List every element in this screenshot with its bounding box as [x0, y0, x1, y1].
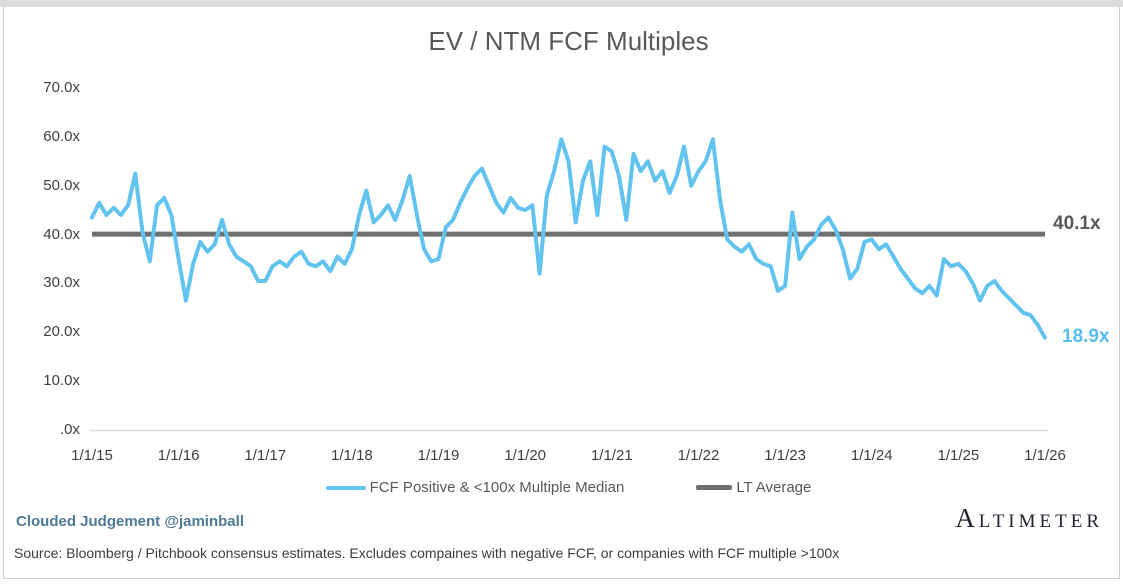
x-tick-label: 1/1/15 — [71, 447, 113, 464]
y-tick-label: 30.0x — [43, 274, 80, 292]
lt-average-value-label: 40.1x — [1053, 213, 1101, 234]
fcf-legend-swatch — [325, 485, 366, 490]
lt-average-legend-swatch — [696, 485, 733, 490]
window-top-strip — [0, 0, 1123, 7]
y-tick-label: 50.0x — [43, 176, 80, 194]
x-tick-label: 1/1/23 — [764, 447, 806, 464]
plot-area — [90, 137, 1048, 432]
x-tick-label: 1/1/22 — [677, 447, 720, 464]
last-value-label: 18.9x — [1062, 326, 1110, 347]
legend-item-fcf: FCF Positive & <100x Multiple Median — [325, 479, 625, 496]
y-tick-label: .0x — [59, 421, 80, 438]
y-tick-label: 60.0x — [43, 127, 80, 145]
legend-item-lt-average: LT Average — [696, 479, 811, 496]
y-tick-label: 10.0x — [43, 372, 80, 390]
fcf-legend-label: FCF Positive & <100x Multiple Median — [369, 479, 625, 496]
x-tick-label: 1/1/24 — [850, 447, 893, 464]
x-tick-label: 1/1/26 — [1024, 447, 1066, 464]
x-tick-label: 1/1/16 — [157, 447, 200, 464]
y-tick-label: 40.0x — [43, 225, 80, 243]
x-tick-label: 1/1/25 — [937, 447, 980, 464]
x-tick-label: 1/1/17 — [244, 447, 287, 464]
author-handle: Clouded Judgement @jaminball — [16, 513, 244, 530]
altimeter-logo: Altimeter — [955, 503, 1103, 533]
x-tick-label: 1/1/18 — [331, 447, 373, 464]
y-tick-label: 20.0x — [43, 323, 80, 341]
x-tick-label: 1/1/20 — [504, 447, 547, 464]
fcf-line — [90, 137, 1047, 340]
x-tick-label: 1/1/19 — [417, 447, 460, 464]
y-tick-label: 70.0x — [43, 79, 80, 96]
chart-title: EV / NTM FCF Multiples — [428, 26, 709, 56]
source-note: Source: Bloomberg / Pitchbook consensus … — [14, 545, 840, 561]
legend: FCF Positive & <100x Multiple Median LT … — [92, 479, 1045, 496]
lt-average-legend-label: LT Average — [736, 479, 812, 496]
x-tick-label: 1/1/21 — [590, 447, 633, 464]
